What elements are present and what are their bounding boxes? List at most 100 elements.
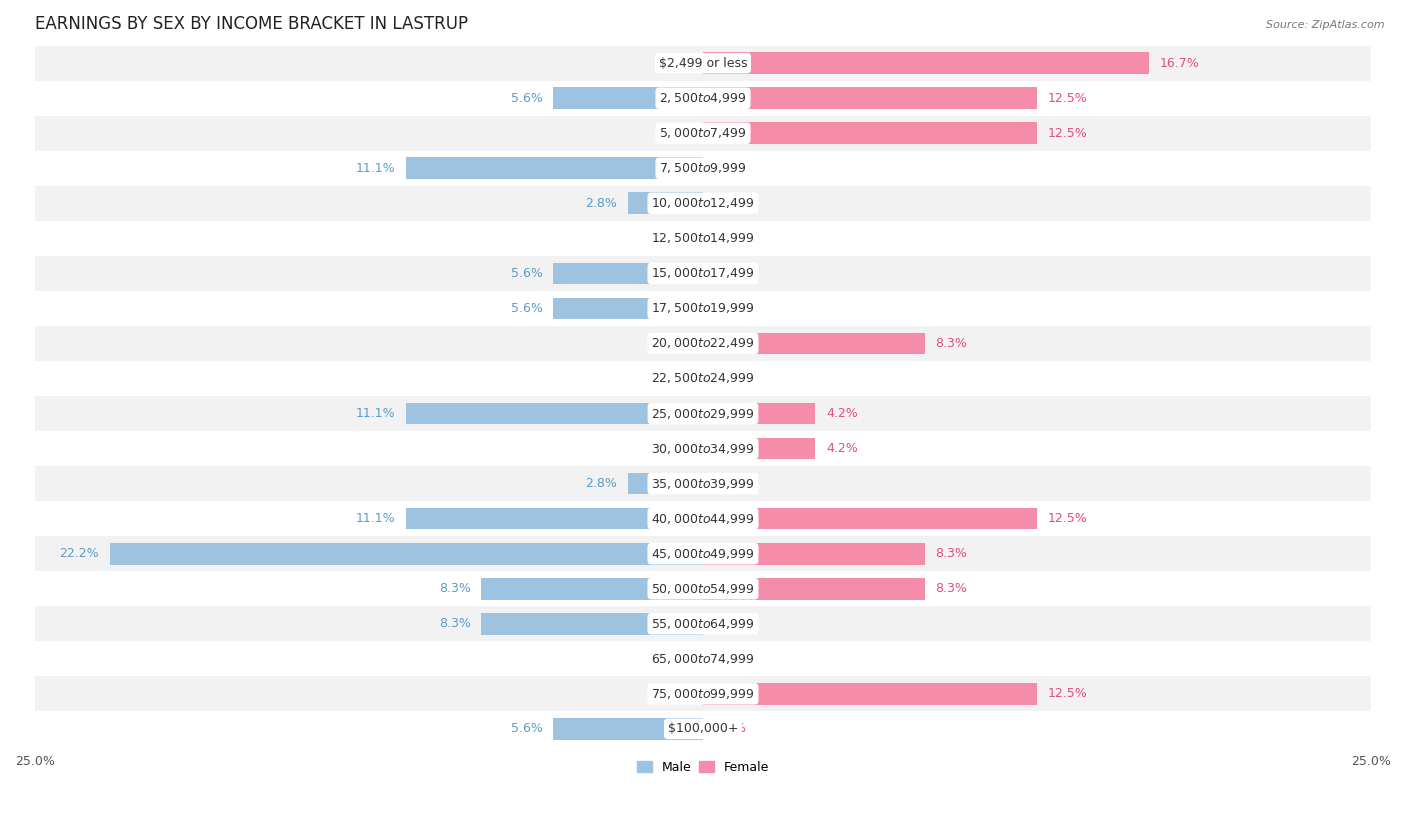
Text: $30,000 to $34,999: $30,000 to $34,999 bbox=[651, 441, 755, 456]
Text: 0.0%: 0.0% bbox=[661, 372, 692, 385]
Bar bbox=[703, 683, 1038, 705]
Text: 8.3%: 8.3% bbox=[935, 582, 967, 595]
Bar bbox=[554, 263, 703, 284]
Text: $12,500 to $14,999: $12,500 to $14,999 bbox=[651, 231, 755, 245]
Bar bbox=[35, 466, 1371, 501]
Text: 0.0%: 0.0% bbox=[714, 162, 745, 175]
Bar bbox=[35, 501, 1371, 536]
Text: 4.2%: 4.2% bbox=[825, 442, 858, 455]
Bar bbox=[35, 221, 1371, 256]
Text: 2.8%: 2.8% bbox=[586, 477, 617, 490]
Text: 8.3%: 8.3% bbox=[935, 547, 967, 560]
Bar bbox=[554, 718, 703, 740]
Text: $35,000 to $39,999: $35,000 to $39,999 bbox=[651, 477, 755, 491]
Bar bbox=[703, 438, 815, 459]
Bar bbox=[35, 46, 1371, 81]
Text: 0.0%: 0.0% bbox=[714, 197, 745, 210]
Bar bbox=[703, 543, 925, 565]
Text: 0.0%: 0.0% bbox=[714, 722, 745, 735]
Text: 0.0%: 0.0% bbox=[714, 232, 745, 245]
Text: 0.0%: 0.0% bbox=[661, 652, 692, 665]
Bar bbox=[703, 122, 1038, 144]
Bar bbox=[703, 52, 1149, 74]
Text: 5.6%: 5.6% bbox=[510, 92, 543, 105]
Text: $50,000 to $54,999: $50,000 to $54,999 bbox=[651, 582, 755, 596]
Text: $2,500 to $4,999: $2,500 to $4,999 bbox=[659, 91, 747, 105]
Bar bbox=[35, 361, 1371, 396]
Text: $7,500 to $9,999: $7,500 to $9,999 bbox=[659, 161, 747, 175]
Text: 8.3%: 8.3% bbox=[439, 582, 471, 595]
Bar bbox=[35, 291, 1371, 326]
Bar bbox=[35, 116, 1371, 151]
Bar bbox=[554, 298, 703, 319]
Text: $55,000 to $64,999: $55,000 to $64,999 bbox=[651, 617, 755, 631]
Text: 0.0%: 0.0% bbox=[661, 687, 692, 700]
Text: $15,000 to $17,499: $15,000 to $17,499 bbox=[651, 266, 755, 280]
Text: Source: ZipAtlas.com: Source: ZipAtlas.com bbox=[1267, 20, 1385, 30]
Bar bbox=[628, 192, 703, 214]
Bar bbox=[35, 256, 1371, 291]
Bar bbox=[703, 578, 925, 600]
Text: 0.0%: 0.0% bbox=[714, 302, 745, 315]
Text: 4.2%: 4.2% bbox=[825, 407, 858, 420]
Text: 5.6%: 5.6% bbox=[510, 267, 543, 280]
Text: 8.3%: 8.3% bbox=[935, 337, 967, 350]
Text: $2,499 or less: $2,499 or less bbox=[659, 57, 747, 70]
Text: $22,500 to $24,999: $22,500 to $24,999 bbox=[651, 371, 755, 386]
Bar bbox=[703, 508, 1038, 529]
Text: 2.8%: 2.8% bbox=[586, 197, 617, 210]
Text: 0.0%: 0.0% bbox=[661, 232, 692, 245]
Bar bbox=[35, 81, 1371, 116]
Text: 12.5%: 12.5% bbox=[1047, 512, 1087, 525]
Text: 22.2%: 22.2% bbox=[59, 547, 98, 560]
Bar bbox=[406, 508, 703, 529]
Text: $20,000 to $22,499: $20,000 to $22,499 bbox=[651, 336, 755, 351]
Bar bbox=[406, 403, 703, 424]
Bar bbox=[628, 473, 703, 494]
Bar bbox=[35, 431, 1371, 466]
Text: 0.0%: 0.0% bbox=[661, 337, 692, 350]
Text: $65,000 to $74,999: $65,000 to $74,999 bbox=[651, 652, 755, 666]
Text: $10,000 to $12,499: $10,000 to $12,499 bbox=[651, 196, 755, 210]
Text: 12.5%: 12.5% bbox=[1047, 687, 1087, 700]
Bar bbox=[406, 157, 703, 179]
Bar bbox=[35, 186, 1371, 221]
Text: 0.0%: 0.0% bbox=[661, 127, 692, 140]
Text: 8.3%: 8.3% bbox=[439, 617, 471, 630]
Text: 0.0%: 0.0% bbox=[661, 57, 692, 70]
Text: $5,000 to $7,499: $5,000 to $7,499 bbox=[659, 126, 747, 140]
Bar bbox=[35, 676, 1371, 711]
Bar bbox=[35, 606, 1371, 641]
Text: 11.1%: 11.1% bbox=[356, 512, 395, 525]
Text: $75,000 to $99,999: $75,000 to $99,999 bbox=[651, 687, 755, 701]
Text: EARNINGS BY SEX BY INCOME BRACKET IN LASTRUP: EARNINGS BY SEX BY INCOME BRACKET IN LAS… bbox=[35, 15, 468, 33]
Text: 11.1%: 11.1% bbox=[356, 407, 395, 420]
Legend: Male, Female: Male, Female bbox=[631, 755, 775, 779]
Text: 12.5%: 12.5% bbox=[1047, 92, 1087, 105]
Text: 5.6%: 5.6% bbox=[510, 302, 543, 315]
Text: $40,000 to $44,999: $40,000 to $44,999 bbox=[651, 512, 755, 526]
Bar bbox=[554, 87, 703, 109]
Bar bbox=[35, 641, 1371, 676]
Text: 0.0%: 0.0% bbox=[714, 652, 745, 665]
Bar bbox=[35, 536, 1371, 571]
Text: 0.0%: 0.0% bbox=[714, 477, 745, 490]
Bar bbox=[481, 613, 703, 635]
Bar bbox=[481, 578, 703, 600]
Bar bbox=[703, 333, 925, 354]
Text: 16.7%: 16.7% bbox=[1160, 57, 1199, 70]
Text: 0.0%: 0.0% bbox=[714, 372, 745, 385]
Text: 0.0%: 0.0% bbox=[714, 267, 745, 280]
Bar bbox=[35, 396, 1371, 431]
Bar bbox=[35, 571, 1371, 606]
Text: $100,000+: $100,000+ bbox=[668, 722, 738, 735]
Bar bbox=[703, 403, 815, 424]
Text: 12.5%: 12.5% bbox=[1047, 127, 1087, 140]
Text: $25,000 to $29,999: $25,000 to $29,999 bbox=[651, 406, 755, 421]
Text: 11.1%: 11.1% bbox=[356, 162, 395, 175]
Text: $17,500 to $19,999: $17,500 to $19,999 bbox=[651, 301, 755, 316]
Bar bbox=[35, 151, 1371, 186]
Text: 5.6%: 5.6% bbox=[510, 722, 543, 735]
Text: 0.0%: 0.0% bbox=[714, 617, 745, 630]
Text: 0.0%: 0.0% bbox=[661, 442, 692, 455]
